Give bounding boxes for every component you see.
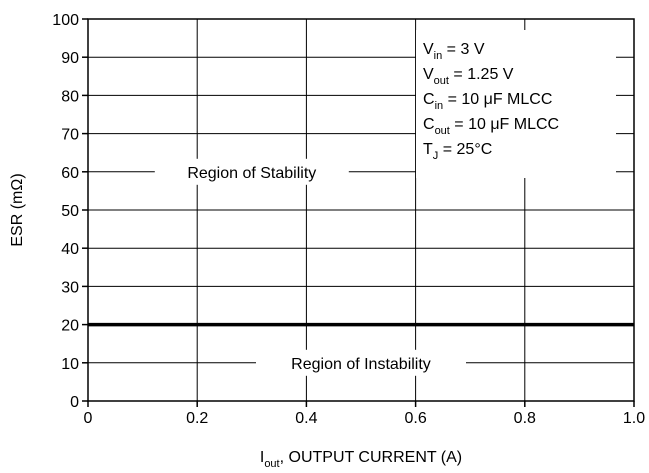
- condition-line: Cout = 10 μF MLCC: [423, 116, 559, 137]
- x-axis-title-rest: , OUTPUT CURRENT (A): [280, 449, 463, 466]
- region-of-stability-label: Region of Stability: [187, 165, 316, 182]
- region-of-stability-label-bg: [154, 158, 349, 185]
- y-tick-label: 70: [61, 127, 79, 144]
- region-labels: Region of Stability Region of Instability: [154, 158, 466, 376]
- condition-line: Vin = 3 V: [423, 41, 485, 62]
- y-tick-label: 0: [70, 394, 79, 411]
- x-axis-title: Iout, OUTPUT CURRENT (A): [260, 449, 462, 470]
- x-axis-title-sub: out: [264, 458, 279, 470]
- x-tick-label: 0: [84, 410, 93, 427]
- x-tick-label: 0.8: [514, 410, 536, 427]
- y-tick-label: 50: [61, 203, 79, 220]
- condition-line: TJ = 25°C: [423, 141, 492, 162]
- x-tick-label: 0.6: [404, 410, 426, 427]
- conditions-bg: [416, 30, 616, 178]
- x-tick-labels: 0 0.2 0.4 0.6 0.8 1.0: [84, 401, 645, 427]
- condition-line: Cin = 10 μF MLCC: [423, 91, 552, 112]
- y-tick-label: 30: [61, 279, 79, 296]
- y-tick-label: 10: [61, 356, 79, 373]
- x-axis-title-main: I: [260, 449, 264, 466]
- region-of-instability-label: Region of Instability: [291, 356, 431, 373]
- y-axis-title: ESR (mΩ): [9, 173, 26, 246]
- y-tick-label: 60: [61, 165, 79, 182]
- y-tick-label: 20: [61, 318, 79, 335]
- y-tick-label: 90: [61, 50, 79, 67]
- y-tick-label: 40: [61, 241, 79, 258]
- condition-line: Vout = 1.25 V: [423, 66, 514, 87]
- y-tick-label: 100: [52, 12, 79, 29]
- x-tick-label: 0.2: [186, 410, 208, 427]
- x-tick-label: 0.4: [295, 410, 317, 427]
- test-conditions: Vin = 3 V Vout = 1.25 V Cin = 10 μF MLCC Co…: [416, 30, 616, 178]
- x-tick-label: 1.0: [623, 410, 645, 427]
- y-tick-labels: 0 10 20 30 40 50 60 70 80 90 100: [52, 12, 88, 411]
- region-of-instability-label-bg: [256, 349, 466, 376]
- y-tick-label: 80: [61, 88, 79, 105]
